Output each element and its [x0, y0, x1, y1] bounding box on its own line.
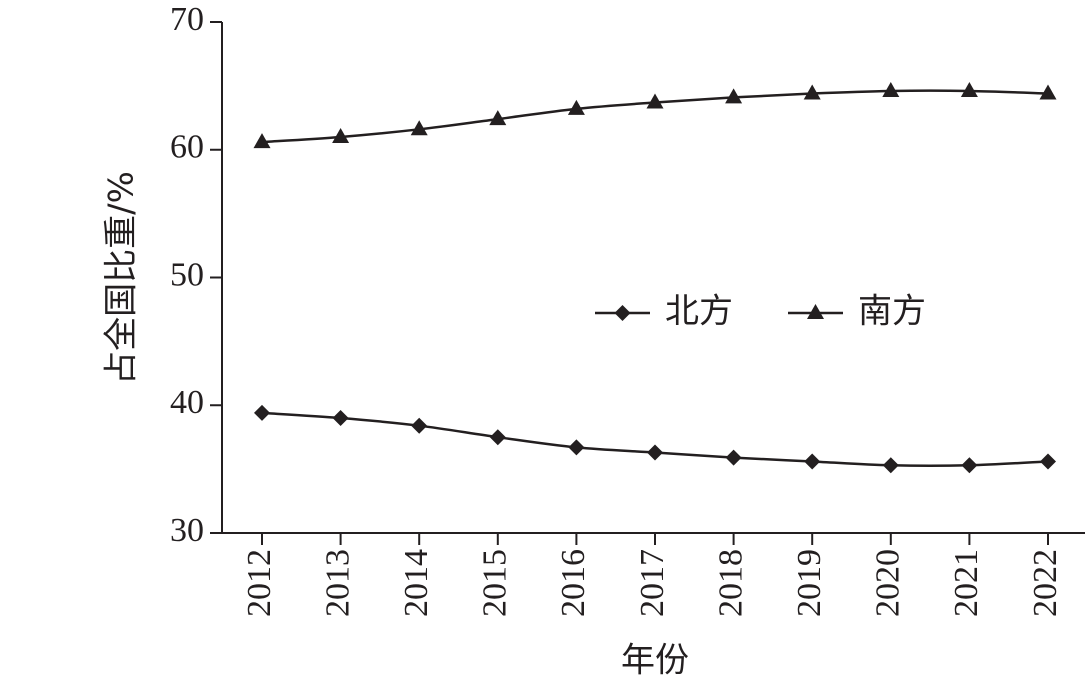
point	[647, 444, 663, 461]
y-tick-label: 30	[170, 512, 204, 549]
x-tick-label: 2022	[1027, 549, 1064, 617]
x-tick-label: 2020	[870, 549, 907, 617]
point	[1040, 453, 1056, 470]
x-tick-label: 2021	[948, 549, 985, 617]
x-tick-label: 2013	[319, 549, 356, 617]
point	[411, 417, 428, 434]
point	[568, 439, 585, 456]
x-tick-label: 2017	[634, 549, 671, 617]
point	[332, 410, 349, 427]
point	[960, 81, 978, 97]
x-tick-label: 2019	[791, 549, 828, 617]
y-axis-label: 占全国比重/%	[102, 171, 142, 385]
legend-label: 北方	[665, 292, 733, 332]
point	[882, 81, 900, 97]
point	[332, 127, 350, 143]
y-tick-label: 40	[170, 384, 204, 421]
legend-label: 南方	[858, 292, 926, 332]
point	[725, 88, 743, 104]
legend-marker	[807, 304, 824, 319]
x-tick-label: 2014	[398, 549, 435, 617]
point	[961, 457, 978, 474]
x-tick-label: 2018	[712, 549, 749, 617]
point	[646, 93, 664, 109]
point	[254, 404, 270, 421]
point	[489, 110, 507, 126]
y-tick-label: 70	[170, 1, 204, 38]
point	[803, 84, 821, 100]
point	[489, 429, 506, 446]
point	[253, 133, 271, 149]
y-tick-label: 50	[170, 256, 204, 293]
x-tick-label: 2016	[555, 549, 592, 617]
point	[725, 449, 742, 466]
point	[882, 457, 899, 474]
x-axis-label: 年份	[621, 641, 689, 681]
point	[567, 99, 585, 115]
point	[1039, 84, 1057, 100]
legend-marker	[614, 305, 631, 321]
point	[804, 453, 821, 470]
y-tick-label: 60	[170, 129, 204, 166]
x-tick-label: 2015	[477, 549, 514, 617]
x-tick-label: 2012	[241, 549, 278, 617]
point	[410, 120, 428, 136]
